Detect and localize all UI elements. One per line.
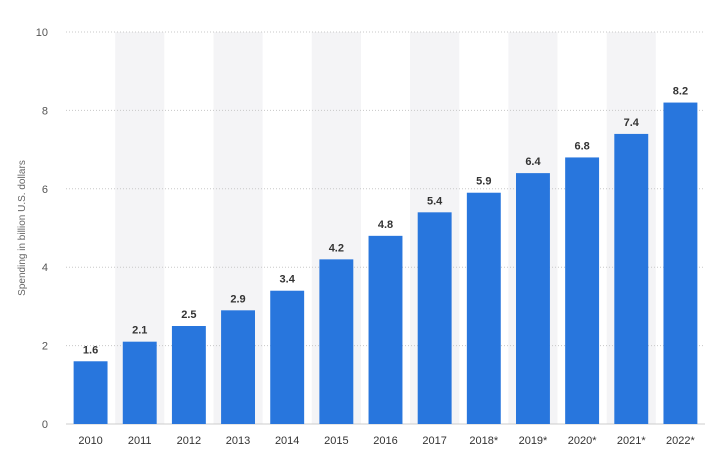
data-labels: 1.6 2.1 2.5 2.9 3.4 4.2 4.8 5.4 5.9 6.4 6.8 7.4 8.2 <box>83 86 688 357</box>
y-tick-label: 2 <box>42 341 48 353</box>
y-tick-label: 0 <box>42 419 48 431</box>
bar <box>466 192 501 424</box>
data-label: 2.1 <box>132 325 147 337</box>
bar <box>319 259 354 424</box>
y-tick-label: 6 <box>42 184 48 196</box>
bar <box>614 133 649 425</box>
y-tick-label: 10 <box>36 27 48 39</box>
y-tick-label: 4 <box>42 262 48 274</box>
data-label: 2.5 <box>181 309 196 321</box>
bar <box>663 102 698 424</box>
x-tick-label: 2012 <box>177 435 201 447</box>
data-label: 5.9 <box>476 176 491 188</box>
x-tick-label: 2017 <box>422 435 446 447</box>
x-tick-label: 2016 <box>373 435 397 447</box>
bar <box>73 361 108 424</box>
x-tick-label: 2019* <box>519 435 548 447</box>
data-label: 6.4 <box>525 156 541 168</box>
y-tick-label: 8 <box>42 105 48 117</box>
x-tick-label: 2014 <box>275 435 299 447</box>
bars <box>73 102 698 425</box>
bar <box>270 290 305 424</box>
bar <box>516 173 550 424</box>
data-label: 5.4 <box>427 195 443 207</box>
data-label: 4.2 <box>329 242 344 254</box>
data-label: 2.9 <box>230 293 245 305</box>
data-label: 6.8 <box>574 140 589 152</box>
x-tick-label: 2022* <box>666 435 695 447</box>
bar <box>565 157 600 424</box>
data-label: 1.6 <box>83 344 98 356</box>
bar <box>368 235 403 424</box>
data-label: 7.4 <box>624 117 640 129</box>
data-label: 4.8 <box>378 219 393 231</box>
y-axis-title: Spending in billion U.S. dollars <box>17 160 28 296</box>
x-tick-label: 2010 <box>78 435 102 447</box>
x-tick-label: 2013 <box>226 435 250 447</box>
x-tick-label: 2021* <box>617 435 646 447</box>
x-tick-label: 2015 <box>324 435 348 447</box>
bar <box>417 212 452 424</box>
bar <box>221 310 255 424</box>
x-axis-ticks: 2010 2011 2012 2013 2014 2015 2016 2017 2018* 201… <box>78 435 695 447</box>
x-tick-label: 2020* <box>568 435 597 447</box>
data-label: 3.4 <box>280 274 296 286</box>
bar <box>171 326 206 424</box>
x-tick-label: 2011 <box>128 435 152 447</box>
bar <box>122 341 157 424</box>
y-axis-ticks: 0 2 4 6 8 10 <box>36 27 48 431</box>
x-tick-label: 2018* <box>469 435 498 447</box>
data-label: 8.2 <box>673 86 688 98</box>
